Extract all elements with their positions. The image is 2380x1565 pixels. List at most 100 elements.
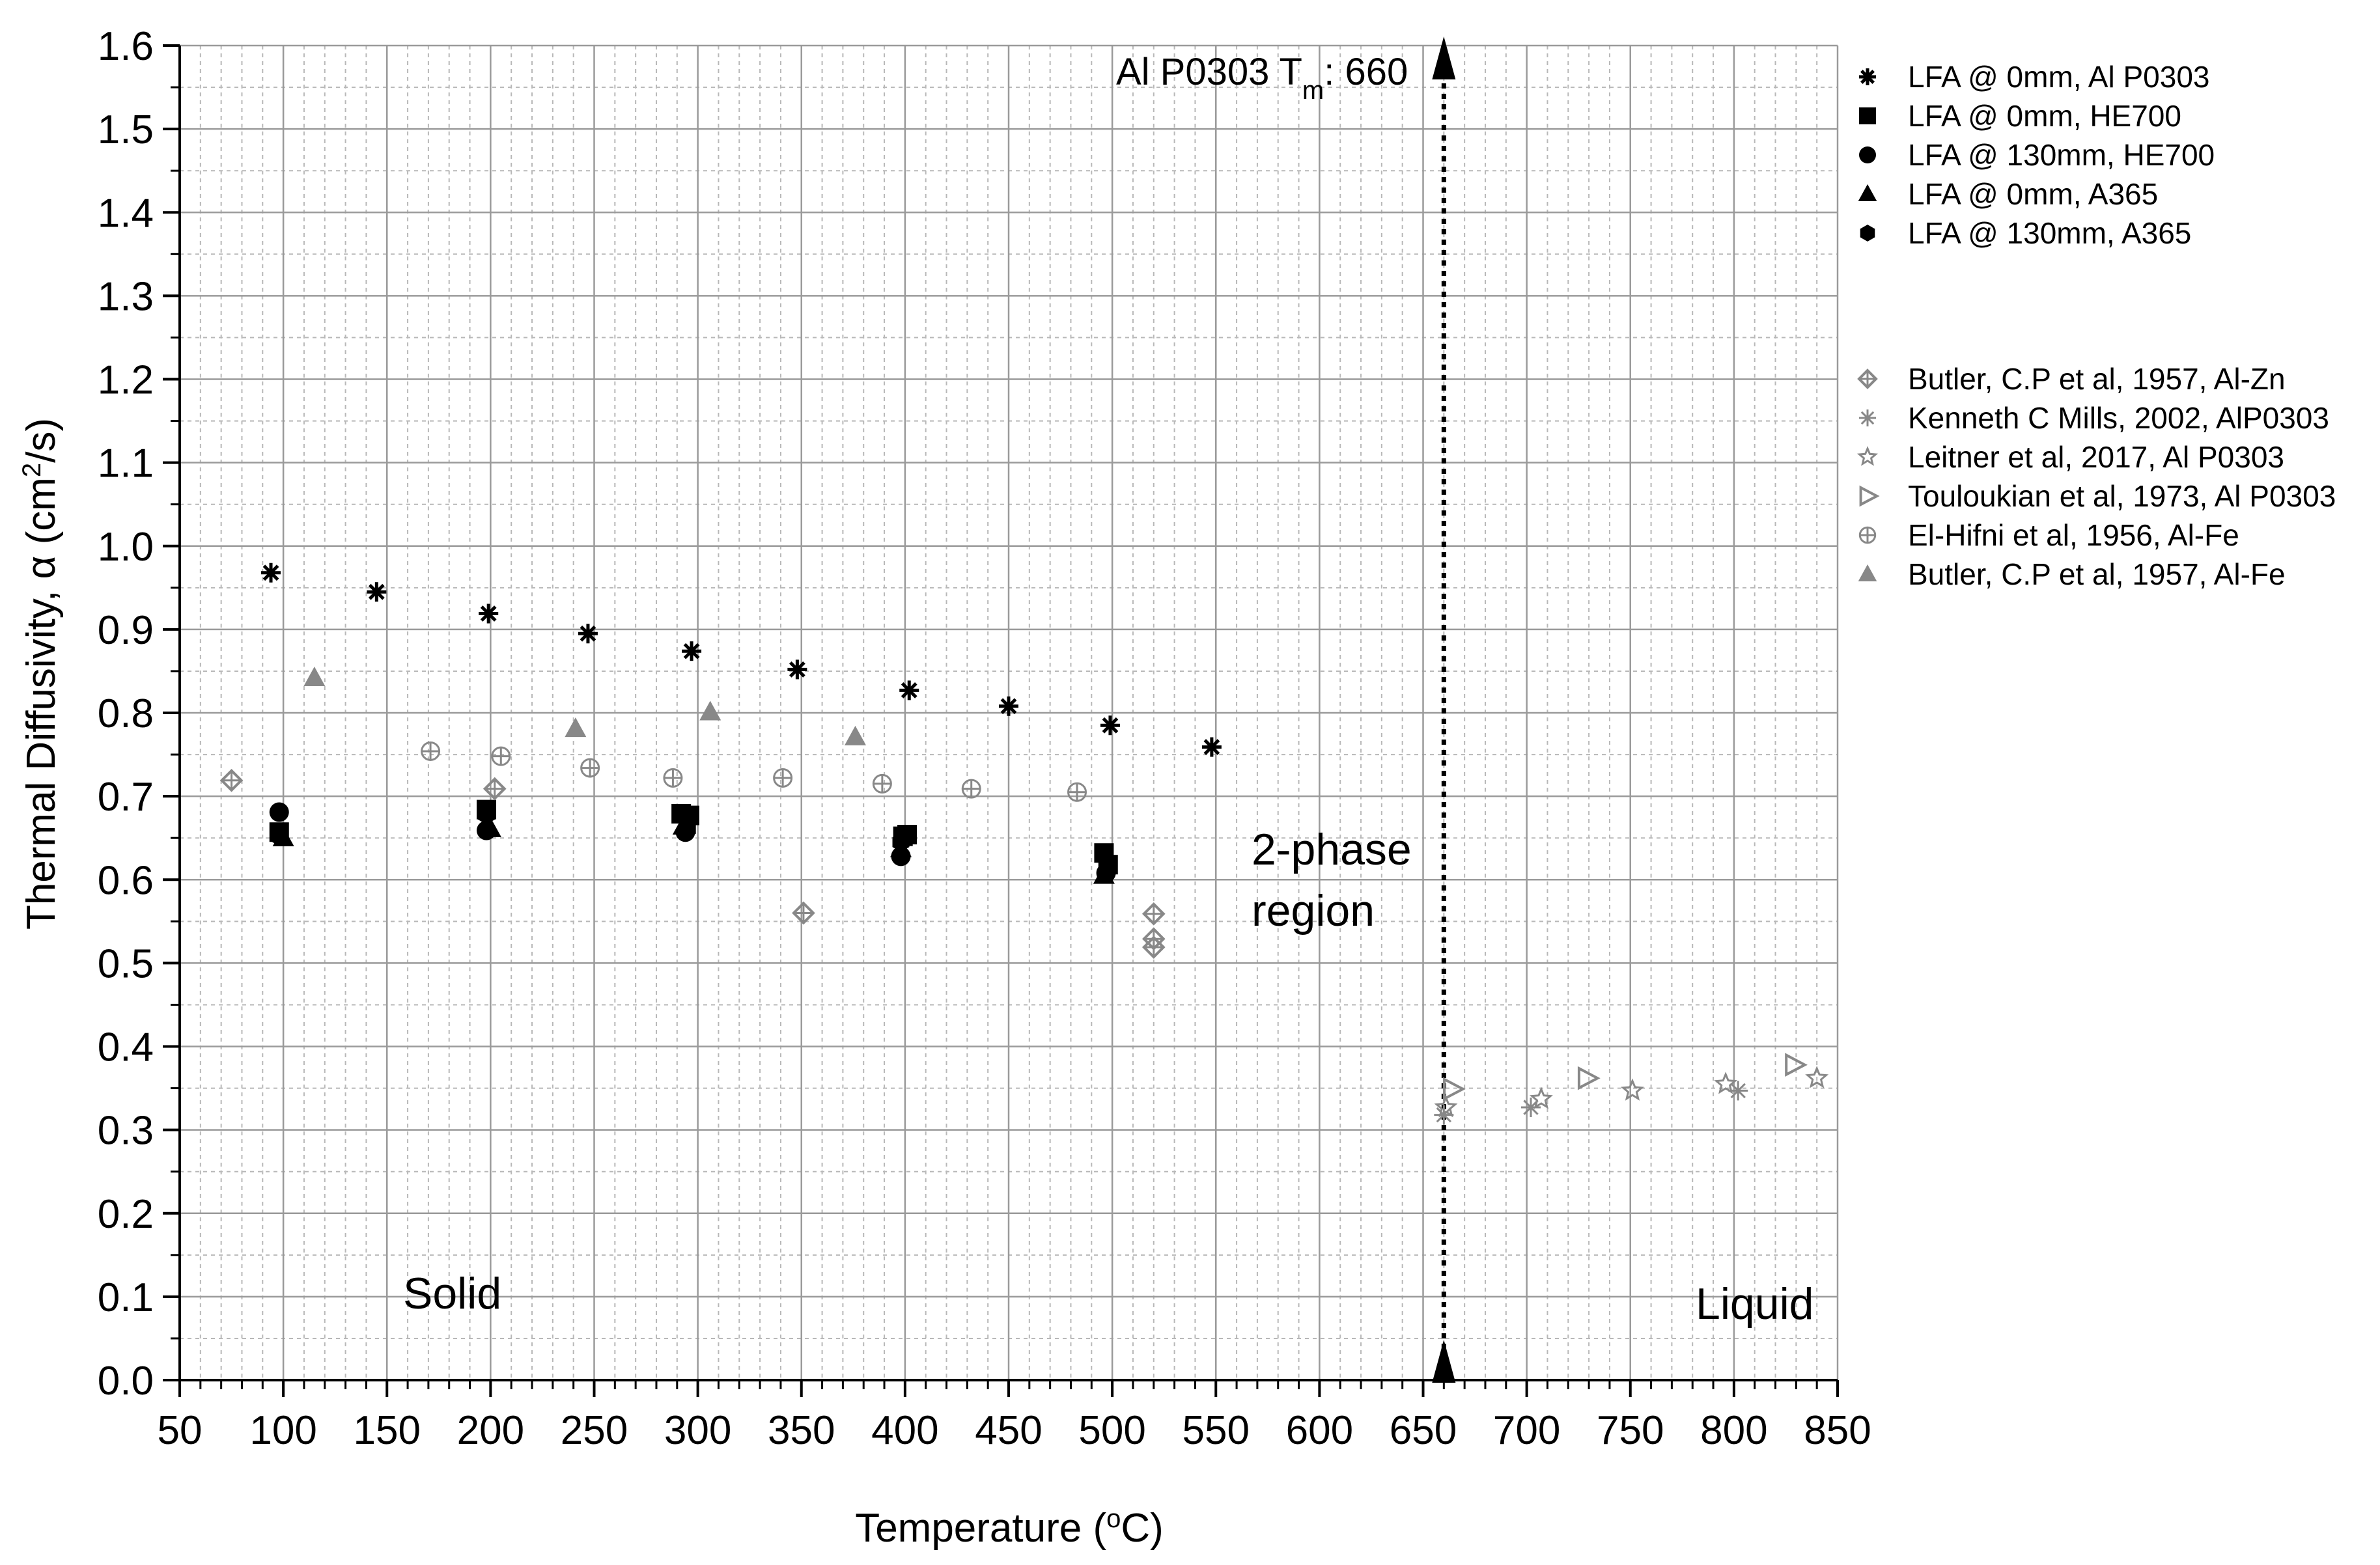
legend-label: LFA @ 0mm, A365	[1908, 177, 2158, 211]
data-point-series-5	[792, 901, 815, 925]
legend-label: Butler, C.P et al, 1957, Al-Zn	[1908, 362, 2286, 396]
data-point-series-0	[899, 680, 919, 700]
data-point-series-0	[1100, 715, 1120, 736]
data-point-series-0	[578, 624, 598, 644]
x-tick-label: 350	[768, 1408, 835, 1453]
data-point-series-10	[844, 725, 866, 745]
y-tick-label: 1.1	[98, 441, 154, 486]
data-point-series-5	[483, 777, 507, 801]
x-tick-label: 200	[457, 1408, 524, 1453]
data-point-series-4	[1099, 857, 1117, 878]
y-tick-label: 0.0	[98, 1359, 154, 1404]
x-tick-label: 300	[664, 1408, 731, 1453]
two-phase-region-label-line2: region	[1252, 886, 1375, 935]
data-point-series-7	[1620, 1078, 1644, 1101]
data-point-series-9	[580, 758, 600, 778]
x-tick-label: 500	[1078, 1408, 1145, 1453]
y-tick-label: 0.7	[98, 775, 154, 820]
legend-marker	[1859, 107, 1876, 124]
data-point-series-9	[491, 746, 511, 766]
legend-label: Butler, C.P et al, 1957, Al-Fe	[1908, 557, 2286, 591]
data-point-series-5	[1141, 902, 1166, 926]
legend-marker	[1858, 184, 1877, 202]
data-point-series-9	[663, 768, 683, 788]
y-tick-label: 1.0	[98, 525, 154, 570]
x-tick-label: 600	[1286, 1408, 1353, 1453]
legend-marker	[1858, 526, 1877, 544]
x-axis-label: Temperature (oC)	[855, 1504, 1164, 1551]
data-point-series-10	[699, 700, 721, 721]
y-tick-label: 0.3	[98, 1109, 154, 1154]
x-tick-label: 400	[871, 1408, 938, 1453]
data-point-series-0	[787, 659, 807, 680]
y-tick-label: 1.2	[98, 358, 154, 403]
data-points	[219, 562, 1829, 1125]
y-tick-label: 1.4	[98, 191, 154, 236]
melting-point-label: Al P0303 Tm: 660	[1116, 51, 1408, 105]
data-point-series-0	[682, 641, 702, 661]
data-point-series-8	[1785, 1053, 1808, 1077]
data-point-series-7	[1529, 1087, 1553, 1109]
x-tick-label: 150	[354, 1408, 421, 1453]
legend-label: LFA @ 0mm, HE700	[1908, 99, 2181, 133]
data-point-series-8	[1443, 1077, 1466, 1101]
y-tick-label: 0.6	[98, 858, 154, 903]
y-tick-label: 0.5	[98, 941, 154, 986]
data-point-series-2	[269, 802, 289, 822]
data-point-series-9	[773, 768, 793, 788]
x-tick-labels: 50 100 150 200 250 300 350 400 450 500 550 600 650 70…	[158, 1408, 1871, 1453]
data-point-series-7	[1434, 1095, 1458, 1118]
legend-marker	[1859, 146, 1876, 163]
legend-marker	[1859, 409, 1876, 426]
two-phase-region-label-line1: 2-phase	[1252, 825, 1412, 874]
legend-marker	[1858, 564, 1877, 582]
data-point-series-0	[261, 562, 281, 583]
legend-label: El-Hifni et al, 1956, Al-Fe	[1908, 518, 2239, 552]
data-point-series-4	[892, 832, 910, 852]
y-tick-label: 0.1	[98, 1275, 154, 1320]
data-point-series-9	[1067, 782, 1087, 802]
liquid-region-label: Liquid	[1696, 1279, 1814, 1329]
legend-label: LFA @ 130mm, A365	[1908, 216, 2191, 250]
data-point-series-0	[479, 603, 499, 624]
data-point-series-9	[421, 741, 441, 761]
y-axis-label: Thermal Diffusivity, α (cm2/s)	[18, 418, 64, 930]
data-point-series-8	[1577, 1066, 1601, 1090]
legend-label: LFA @ 130mm, HE700	[1908, 138, 2215, 172]
y-tick-label: 1.3	[98, 274, 154, 319]
y-tick-label: 0.9	[98, 608, 154, 653]
legend: LFA @ 0mm, Al P0303 LFA @ 0mm, HE700 LFA @…	[1856, 60, 2336, 591]
data-point-series-5	[1141, 935, 1166, 959]
melting-line-top-arrow	[1432, 36, 1456, 79]
legend-label: LFA @ 0mm, Al P0303	[1908, 60, 2209, 94]
x-tick-label: 50	[158, 1408, 203, 1453]
data-point-series-10	[565, 717, 587, 738]
x-tick-label: 650	[1390, 1408, 1457, 1453]
legend-marker	[1860, 225, 1875, 242]
data-point-series-9	[961, 779, 981, 799]
legend-marker	[1857, 368, 1878, 389]
data-point-series-5	[219, 768, 244, 792]
x-tick-label: 450	[975, 1408, 1042, 1453]
melting-line-group	[1432, 36, 1456, 1383]
data-point-series-10	[303, 666, 326, 686]
y-tick-label: 1.6	[98, 24, 154, 69]
data-point-series-4	[679, 819, 696, 839]
data-point-series-0	[367, 582, 387, 602]
y-tick-label: 1.5	[98, 107, 154, 152]
data-point-series-0	[999, 696, 1018, 716]
legend-label: Touloukian et al, 1973, Al P0303	[1908, 479, 2336, 513]
legend-marker	[1859, 68, 1876, 85]
x-tick-label: 750	[1597, 1408, 1664, 1453]
x-tick-label: 550	[1183, 1408, 1250, 1453]
legend-label: Leitner et al, 2017, Al P0303	[1908, 440, 2284, 474]
y-tick-label: 0.8	[98, 691, 154, 736]
melting-line-bottom-arrow	[1432, 1340, 1456, 1383]
data-point-series-0	[1201, 737, 1222, 757]
tick-marks	[163, 44, 1839, 1397]
data-point-series-6	[1520, 1098, 1541, 1118]
legend-marker	[1856, 446, 1879, 466]
data-point-series-4	[478, 805, 496, 825]
x-tick-label: 700	[1493, 1408, 1560, 1453]
